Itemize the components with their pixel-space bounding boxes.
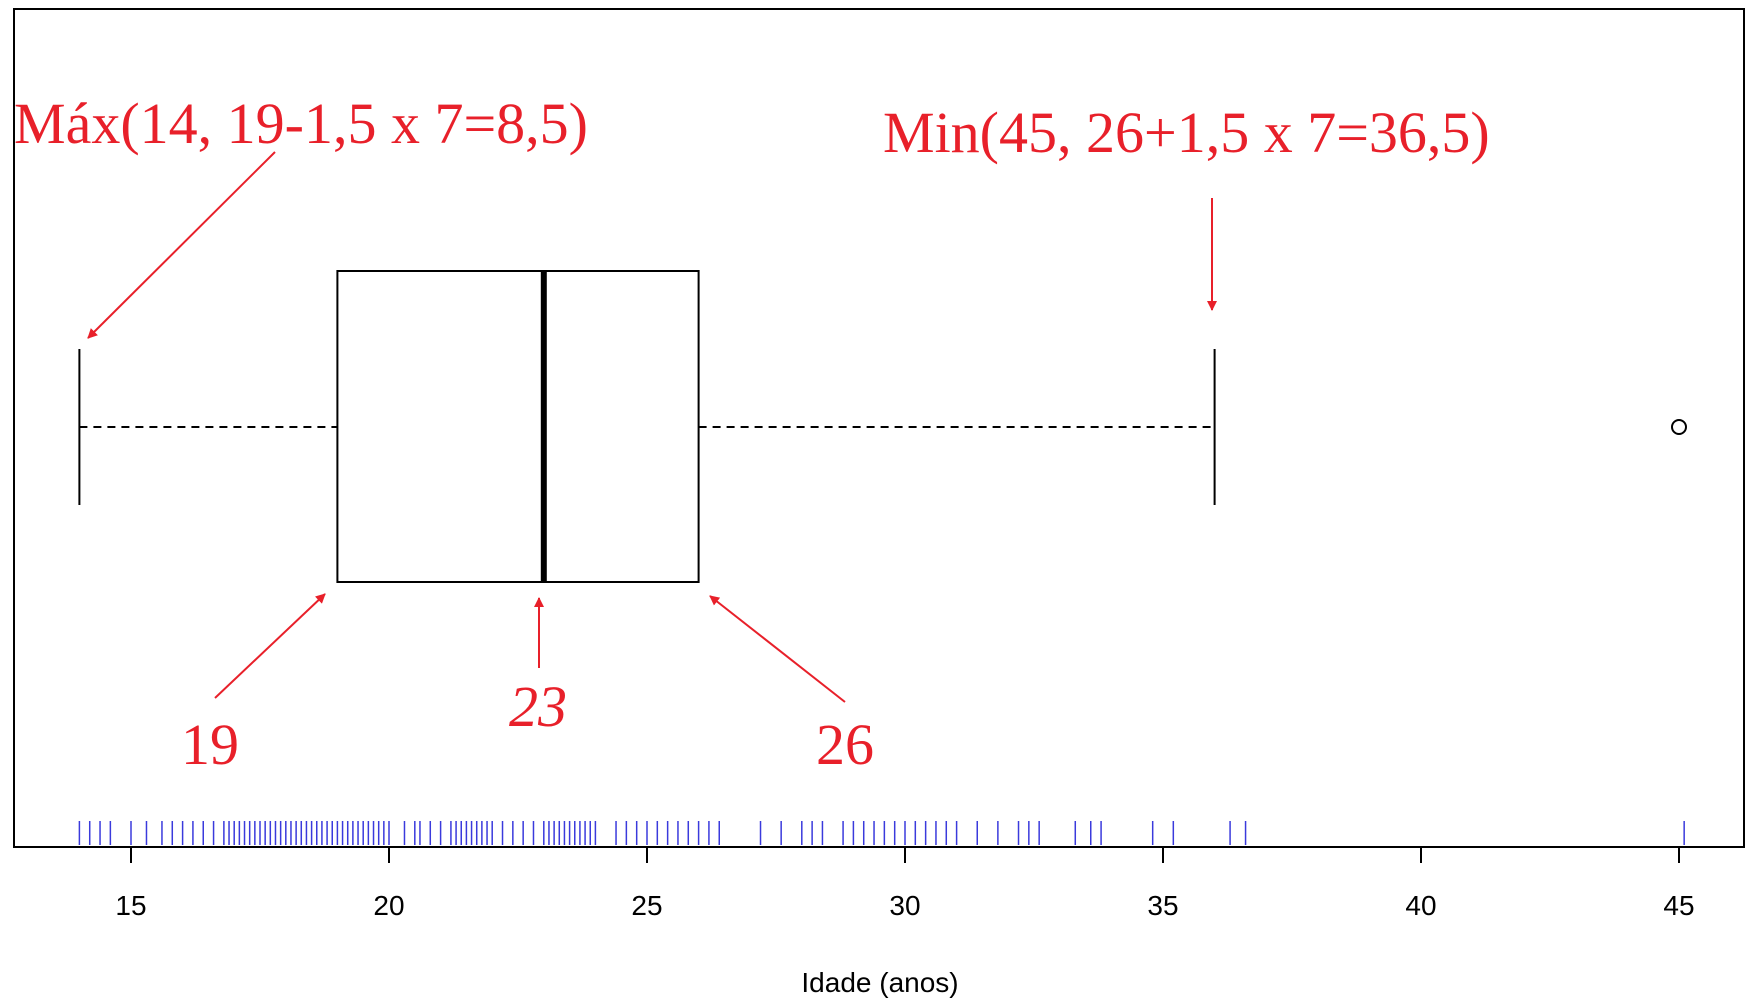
annotation-max-text: Máx(14, 19-1,5 x 7=8,5): [14, 91, 588, 156]
arrow-max: [87, 151, 276, 339]
x-tick-label: 35: [1147, 890, 1178, 921]
x-tick-label: 45: [1663, 890, 1694, 921]
x-axis-label: Idade (anos): [801, 967, 958, 998]
annotations: Máx(14, 19-1,5 x 7=8,5) Min(45, 26+1,5 x…: [14, 91, 1490, 777]
x-tick-label: 15: [115, 890, 146, 921]
x-tick-label: 20: [373, 890, 404, 921]
annotation-q1-text: 19: [181, 712, 239, 777]
x-tick-label: 25: [631, 890, 662, 921]
x-tick-label: 40: [1405, 890, 1436, 921]
x-tick-label: 30: [889, 890, 920, 921]
rug: [78, 821, 1685, 845]
annotation-q3-text: 26: [816, 712, 874, 777]
annotation-median-text: 23: [509, 674, 567, 739]
arrow-q1: [214, 593, 326, 699]
x-ticks: 15 20 25 30 35 40 45: [115, 847, 1695, 921]
outlier-point: [1671, 419, 1687, 435]
annotation-min-text: Min(45, 26+1,5 x 7=36,5): [883, 100, 1490, 165]
outliers: [1671, 419, 1687, 435]
arrow-q3: [709, 595, 846, 703]
iqr-box: [336, 270, 700, 583]
